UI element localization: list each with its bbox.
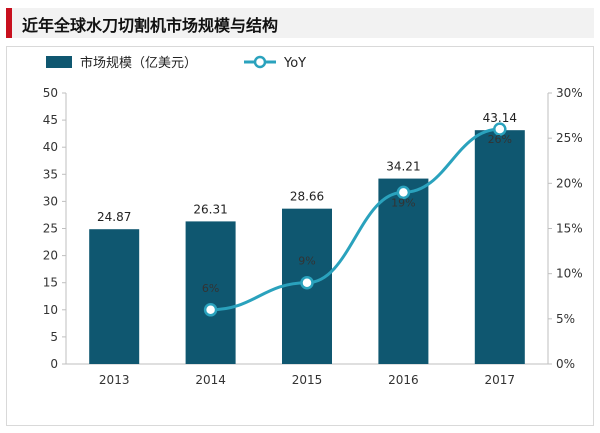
bar-value-label: 34.21 xyxy=(386,160,420,174)
y2-tick-label: 25% xyxy=(556,131,583,145)
x-tick-label: 2013 xyxy=(99,373,130,387)
y-tick-label: 20 xyxy=(43,249,58,263)
legend-bar-swatch xyxy=(46,56,72,68)
bar-2013 xyxy=(89,229,140,364)
y-tick-label: 45 xyxy=(43,113,58,127)
y2-tick-label: 0% xyxy=(556,357,575,371)
bar-2016 xyxy=(378,178,429,364)
y-tick-label: 30 xyxy=(43,194,58,208)
y2-tick-label: 5% xyxy=(556,312,575,326)
yoy-line xyxy=(210,127,500,312)
chart-title: 近年全球水刀切割机市场规模与结构 xyxy=(22,16,279,35)
y-tick-label: 40 xyxy=(43,140,58,154)
bar-2017 xyxy=(474,130,525,364)
legend-bar-label: 市场规模（亿美元） xyxy=(80,55,197,71)
yoy-point-2014 xyxy=(203,303,218,317)
bar-2014 xyxy=(185,221,236,364)
yoy-point-2015 xyxy=(300,275,314,290)
y2-tick-label: 15% xyxy=(556,222,583,236)
y-tick-label: 50 xyxy=(43,86,58,100)
yoy-value-label: 26% xyxy=(488,133,512,146)
y-tick-label: 0 xyxy=(50,357,58,371)
bar-value-label: 43.14 xyxy=(483,111,517,125)
y-tick-label: 5 xyxy=(50,330,58,344)
y-tick-label: 15 xyxy=(43,276,58,290)
yoy-value-label: 6% xyxy=(202,282,219,295)
yoy-value-label: 19% xyxy=(391,196,415,209)
bar-value-label: 24.87 xyxy=(97,210,131,224)
y-tick-label: 35 xyxy=(43,167,58,181)
y2-tick-label: 20% xyxy=(556,176,583,190)
bar-value-label: 28.66 xyxy=(290,190,324,204)
x-tick-label: 2017 xyxy=(485,373,516,387)
legend-line-marker xyxy=(253,55,267,69)
y2-tick-label: 30% xyxy=(556,86,583,100)
x-tick-label: 2014 xyxy=(195,373,226,387)
bar-value-label: 26.31 xyxy=(193,202,227,216)
x-tick-label: 2016 xyxy=(388,373,419,387)
legend-line-label: YoY xyxy=(283,56,306,71)
yoy-point-2017 xyxy=(493,122,507,136)
y-tick-label: 25 xyxy=(43,222,58,236)
title-accent xyxy=(6,8,12,38)
yoy-point-2016 xyxy=(396,185,411,200)
yoy-value-label: 9% xyxy=(298,255,315,268)
y2-tick-label: 10% xyxy=(556,267,583,281)
title-bar: 近年全球水刀切割机市场规模与结构 xyxy=(6,8,594,38)
x-tick-label: 2015 xyxy=(292,373,323,387)
y-tick-label: 10 xyxy=(43,303,58,317)
